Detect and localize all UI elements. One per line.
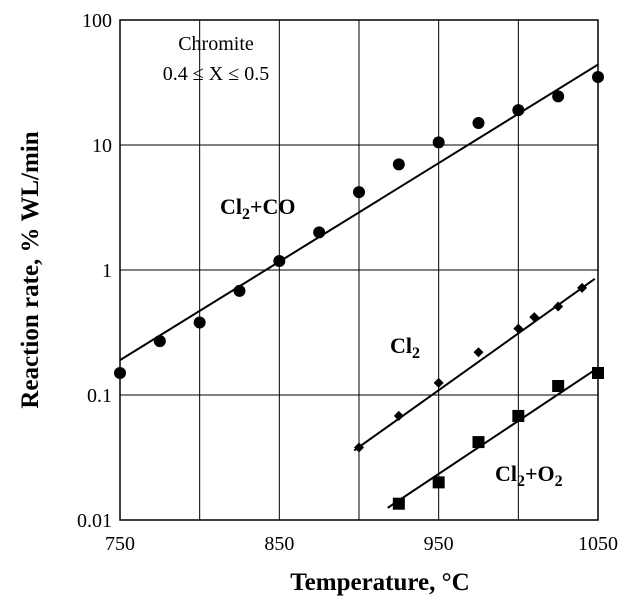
data-point-circle xyxy=(353,186,365,199)
data-point-diamond xyxy=(473,347,484,358)
data-point-square xyxy=(592,366,604,379)
x-axis-title: Temperature, °C xyxy=(290,569,469,596)
data-point-circle xyxy=(392,158,405,171)
data-point-square xyxy=(392,497,405,510)
x-tick-label: 950 xyxy=(424,533,454,555)
x-tick-label: 1050 xyxy=(578,533,618,555)
data-point-square xyxy=(512,409,525,422)
fit-line-series-2 xyxy=(387,366,599,509)
data-point-circle xyxy=(233,284,246,297)
data-point-diamond xyxy=(354,442,364,453)
data-point-circle xyxy=(313,226,326,239)
tick-labels: 750 850 950 1050 0.01 0.1 1 10 100 xyxy=(77,10,618,555)
y-tick-label: 1 xyxy=(102,260,112,282)
y-tick-label: 100 xyxy=(82,10,112,32)
data-markers xyxy=(114,70,604,510)
data-point-circle xyxy=(114,366,126,379)
data-point-diamond xyxy=(393,410,404,421)
data-point-circle xyxy=(432,136,445,149)
grid-lines xyxy=(120,20,598,520)
x-tick-label: 850 xyxy=(264,533,294,555)
data-point-diamond xyxy=(529,312,540,323)
data-point-circle xyxy=(273,255,286,268)
data-point-square xyxy=(552,380,565,393)
annotation-line1: Chromite xyxy=(178,33,254,55)
series-label-cl2: Cl2 xyxy=(390,333,420,362)
plot-frame xyxy=(119,19,599,521)
data-point-diamond xyxy=(553,301,564,312)
data-point-circle xyxy=(153,335,166,348)
y-tick-label: 0.01 xyxy=(77,510,112,532)
data-point-circle xyxy=(592,70,604,83)
x-tick-label: 750 xyxy=(105,533,135,555)
annotation-line2: 0.4 ≤ X ≤ 0.5 xyxy=(163,63,269,85)
y-axis-title: Reaction rate, % WL/min xyxy=(17,131,44,408)
y-tick-label: 0.1 xyxy=(87,385,112,407)
data-point-circle xyxy=(552,90,565,103)
data-point-diamond xyxy=(433,377,444,388)
data-point-square xyxy=(432,476,445,489)
data-point-circle xyxy=(512,104,525,117)
data-point-square xyxy=(472,436,485,449)
y-tick-label: 10 xyxy=(92,135,112,157)
series-label-cl2-o2: Cl2+O2 xyxy=(495,461,563,490)
data-point-diamond xyxy=(577,282,588,293)
data-point-circle xyxy=(193,316,206,329)
series-label-cl2-co: Cl2+CO xyxy=(220,194,296,223)
data-point-diamond xyxy=(513,323,524,334)
data-point-circle xyxy=(472,116,485,129)
